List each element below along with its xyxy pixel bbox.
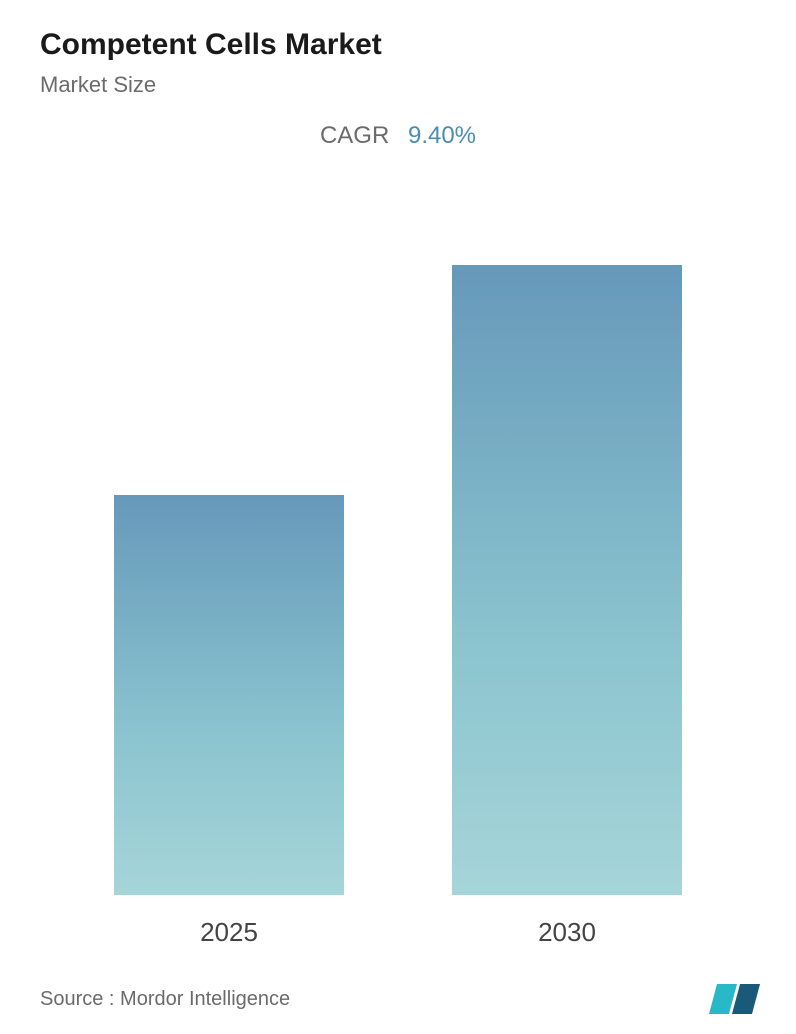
bar-2030-label: 2030 — [538, 917, 596, 948]
bar-chart: 2025 2030 — [40, 210, 756, 948]
bar-2030 — [452, 265, 682, 895]
bar-2025-wrapper: 2025 — [104, 495, 354, 948]
source-text: Source : Mordor Intelligence — [40, 988, 290, 1011]
bar-2030-wrapper: 2030 — [442, 265, 692, 948]
page-subtitle: Market Size — [40, 72, 756, 98]
cagr-label: CAGR — [320, 122, 389, 149]
cagr-row: CAGR 9.40% — [40, 122, 756, 150]
bar-2025 — [114, 495, 344, 895]
logo-shape-2-icon — [732, 984, 760, 1014]
bar-2025-label: 2025 — [200, 917, 258, 948]
page-title: Competent Cells Market — [40, 28, 756, 62]
footer: Source : Mordor Intelligence — [40, 976, 756, 1014]
brand-logo — [713, 984, 756, 1014]
infographic-container: Competent Cells Market Market Size CAGR … — [0, 0, 796, 1034]
cagr-value: 9.40% — [408, 122, 476, 149]
